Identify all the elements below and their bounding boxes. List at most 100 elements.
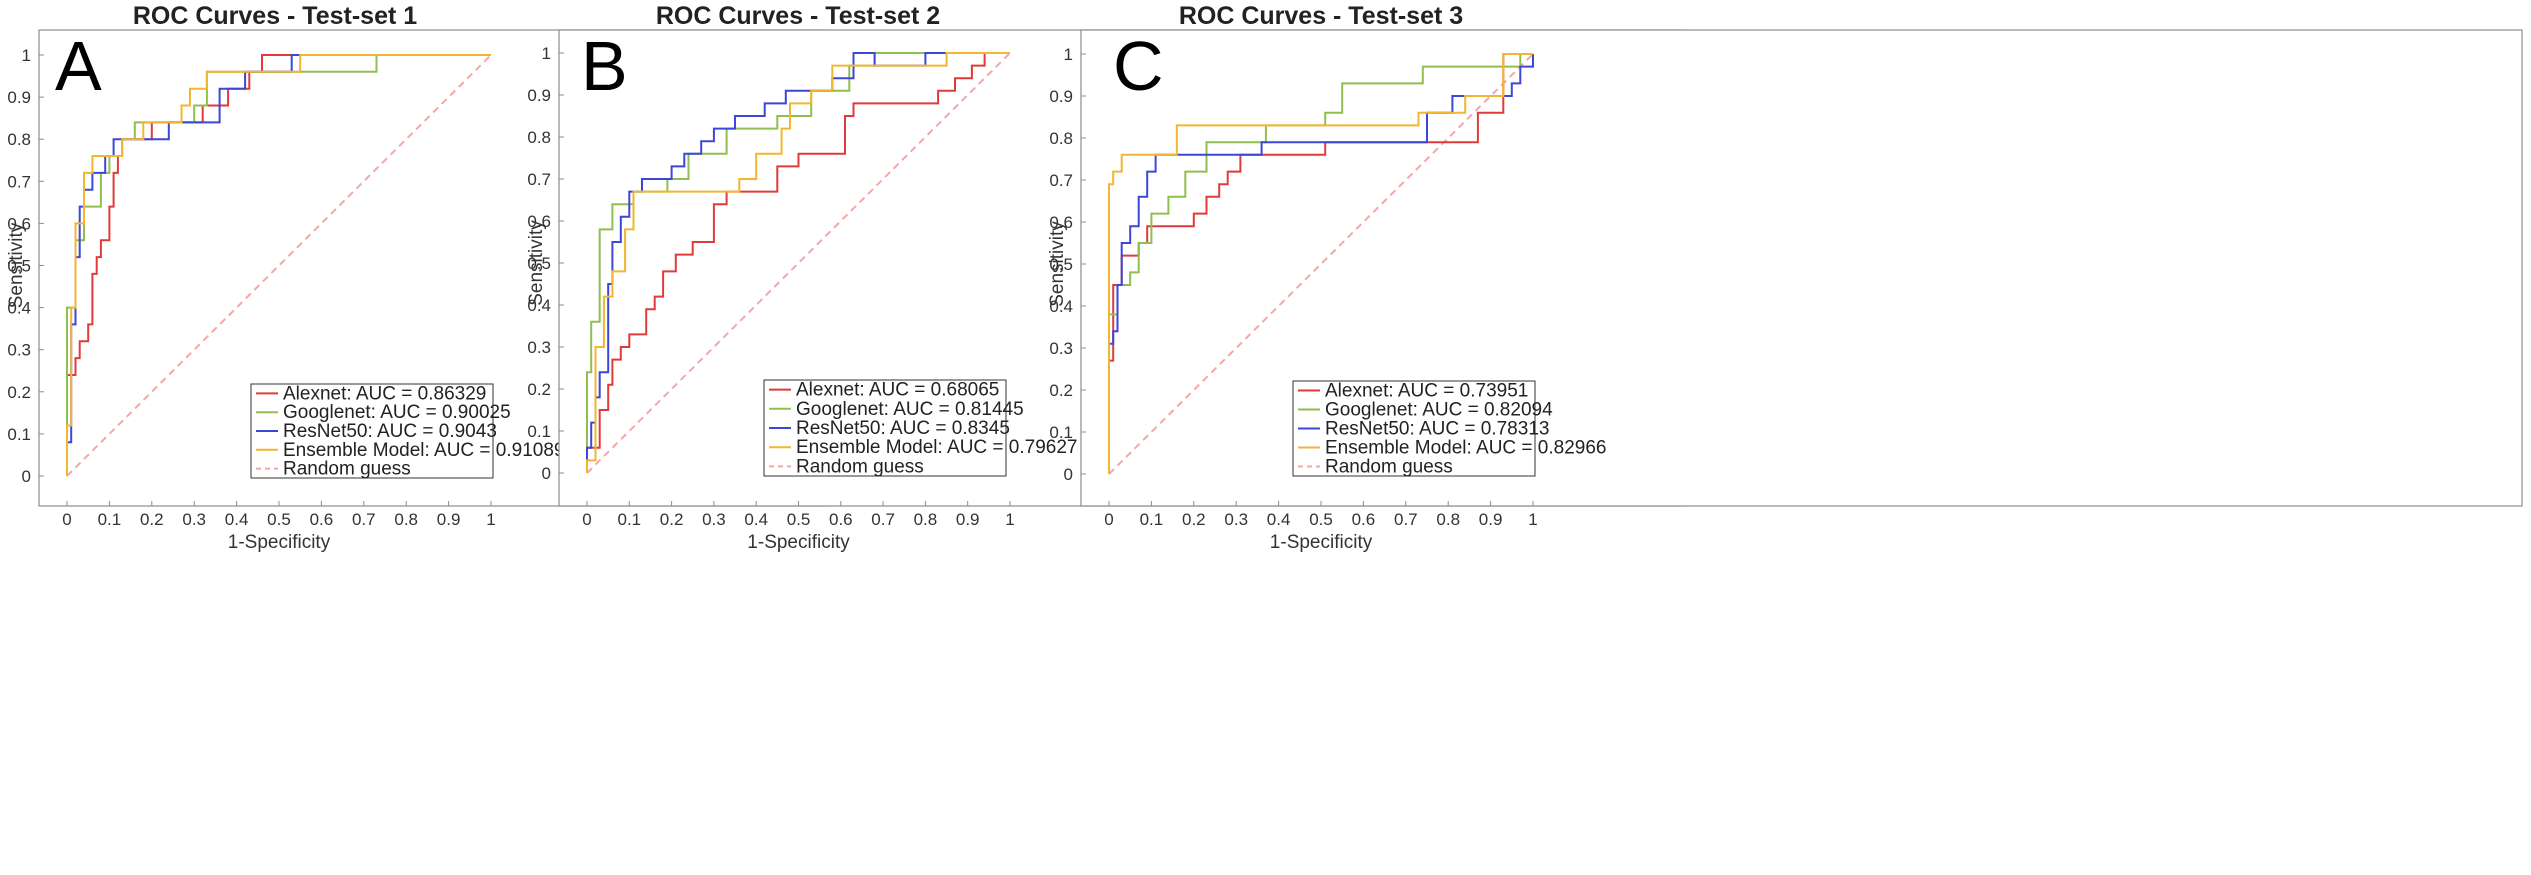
legend-entry: Alexnet: AUC = 0.68065 (796, 380, 999, 401)
y-tick-label: 0.1 (1049, 423, 1073, 442)
legend-entry: Googlenet: AUC = 0.90025 (283, 402, 511, 423)
y-tick-label: 1 (1064, 45, 1073, 64)
x-tick-label: 0.4 (1267, 510, 1291, 529)
y-tick-label: 0.3 (7, 341, 31, 360)
roc-curve-alexnet (586, 52, 1010, 473)
legend-entry: ResNet50: AUC = 0.9043 (283, 421, 497, 442)
x-axis-label: 1-Specificity (228, 532, 331, 553)
y-axis-label: Sensitivity (526, 220, 547, 306)
y-tick-label: 0.9 (1049, 87, 1073, 106)
chart-title: ROC Curves - Test-set 2 (656, 2, 940, 30)
roc-curve-googlenet (1108, 53, 1533, 474)
roc-curve-resnet50 (1108, 54, 1534, 474)
legend-entry: Alexnet: AUC = 0.73951 (1325, 381, 1528, 402)
panel-letter: A (55, 27, 102, 105)
panel-letter: C (1113, 27, 1164, 105)
legend-box (1292, 380, 1536, 477)
x-tick-label: 0 (582, 510, 591, 529)
roc-curve-ensemble-model (66, 54, 491, 476)
y-tick-label: 0.4 (1049, 297, 1073, 316)
y-tick-label: 0.3 (1049, 339, 1073, 358)
x-tick-label: 1 (486, 510, 495, 529)
legend-entry: Alexnet: AUC = 0.86329 (283, 383, 486, 404)
roc-curve-random-guess (1108, 53, 1534, 475)
y-tick-label: 0.1 (527, 422, 551, 441)
x-tick-label: 0.1 (1140, 510, 1164, 529)
y-tick-label: 0 (1064, 465, 1073, 484)
legend-entry: Googlenet: AUC = 0.81445 (796, 399, 1024, 420)
legend-entry: Ensemble Model: AUC = 0.79627 (796, 437, 1077, 458)
y-tick-label: 0.6 (7, 214, 31, 233)
x-tick-label: 0 (1104, 510, 1113, 529)
legend-entry: Ensemble Model: AUC = 0.82966 (1325, 438, 1606, 459)
x-tick-label: 0.8 (394, 510, 418, 529)
x-tick-label: 0.6 (1352, 510, 1376, 529)
x-tick-label: 1 (1005, 510, 1014, 529)
x-tick-label: 0.9 (956, 510, 980, 529)
roc-panel-test-set-3: ROC Curves - Test-set 3 C 0 0.1 0.2 0.3 0.4 0.5… (1047, 0, 2531, 875)
y-tick-label: 0.2 (527, 380, 551, 399)
x-tick-label: 0.1 (617, 510, 641, 529)
y-tick-label: 0 (22, 467, 31, 486)
chart-title: ROC Curves - Test-set 3 (1179, 2, 1463, 30)
y-tick-label: 0.2 (1049, 381, 1073, 400)
roc-chart-svg: ROC Curves - Test-set 3 C 0 0.1 0.2 0.3 0.4 0.5… (1047, 2, 2523, 553)
roc-curve-googlenet (586, 52, 1010, 473)
roc-curve-alexnet (66, 54, 491, 476)
y-tick-label: 0 (542, 464, 551, 483)
roc-curve-resnet50 (586, 52, 1010, 473)
y-tick-label: 0.6 (1049, 213, 1073, 232)
legend-entry: Ensemble Model: AUC = 0.91089 (283, 440, 564, 461)
chart-title: ROC Curves - Test-set 1 (133, 2, 417, 30)
y-tick-label: 0.8 (1049, 129, 1073, 148)
y-tick-label: 0.5 (7, 257, 31, 276)
x-tick-label: 0.8 (1436, 510, 1460, 529)
y-tick-label: 0.1 (7, 425, 31, 444)
x-tick-label: 0.2 (660, 510, 684, 529)
legend-entry: Googlenet: AUC = 0.82094 (1325, 400, 1553, 421)
legend-box (250, 383, 494, 479)
x-axis-label: 1-Specificity (1270, 532, 1373, 553)
y-tick-label: 0.9 (527, 86, 551, 105)
roc-curve-random-guess (66, 54, 492, 477)
x-axis-label: 1-Specificity (747, 532, 850, 553)
y-tick-label: 0.2 (7, 383, 31, 402)
y-axis-label: Sensitivity (1047, 221, 1068, 307)
x-tick-label: 0.6 (310, 510, 334, 529)
x-tick-label: 0.2 (140, 510, 164, 529)
legend-box (763, 379, 1007, 477)
x-tick-label: 0.3 (702, 510, 726, 529)
x-tick-label: 0.7 (871, 510, 895, 529)
x-tick-label: 0.8 (914, 510, 938, 529)
x-tick-label: 0.5 (1309, 510, 1333, 529)
y-tick-label: 0.9 (7, 88, 31, 107)
roc-curve-resnet50 (66, 54, 491, 476)
x-tick-label: 0.9 (1479, 510, 1503, 529)
x-tick-label: 0.4 (744, 510, 768, 529)
legend-entry: Random guess (283, 459, 411, 480)
y-tick-label: 1 (22, 46, 31, 65)
x-tick-label: 0.2 (1182, 510, 1206, 529)
y-tick-label: 0.3 (527, 338, 551, 357)
x-tick-label: 0.3 (182, 510, 206, 529)
x-tick-label: 0.4 (225, 510, 249, 529)
legend-entry: Random guess (796, 456, 924, 477)
y-tick-label: 0.5 (1049, 255, 1073, 274)
y-tick-label: 0.7 (1049, 171, 1073, 190)
x-tick-label: 0.6 (829, 510, 853, 529)
legend-entry: ResNet50: AUC = 0.8345 (796, 418, 1010, 439)
x-tick-label: 0 (62, 510, 71, 529)
x-tick-label: 0.3 (1224, 510, 1248, 529)
roc-curve-ensemble-model (586, 52, 1010, 473)
y-tick-label: 0.8 (7, 130, 31, 149)
y-tick-label: 0.4 (527, 296, 551, 315)
x-tick-label: 0.7 (352, 510, 376, 529)
y-tick-label: 0.8 (527, 128, 551, 147)
legend-entry: Random guess (1325, 457, 1453, 478)
x-tick-label: 0.1 (98, 510, 122, 529)
y-tick-label: 0.7 (7, 172, 31, 191)
x-tick-label: 1 (1528, 510, 1537, 529)
roc-curve-random-guess (586, 52, 1011, 474)
x-tick-label: 0.7 (1394, 510, 1418, 529)
y-tick-label: 0.4 (7, 299, 31, 318)
